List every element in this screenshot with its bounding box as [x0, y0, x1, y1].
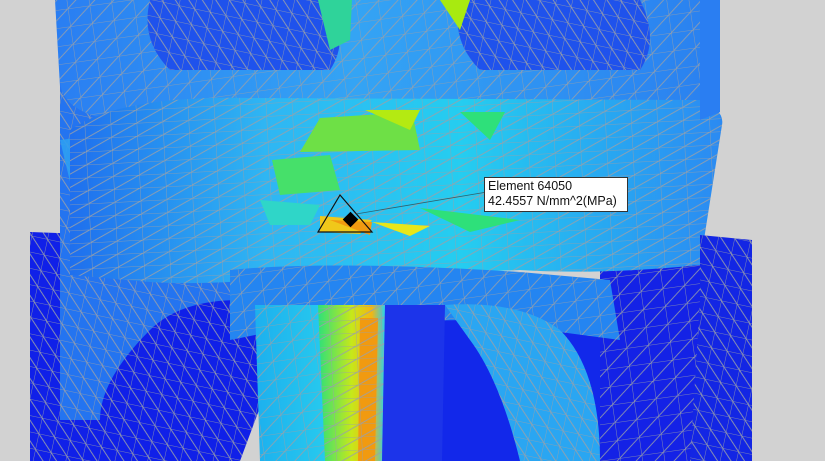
- probe-marker[interactable]: [316, 191, 488, 233]
- right-side-part: [690, 0, 752, 461]
- element-id-text: Element 64050: [488, 179, 573, 193]
- probe-tooltip: Element 64050 42.4557 N/mm^2(MPa): [484, 177, 628, 212]
- center-shaft: [255, 305, 445, 461]
- central-band: [70, 97, 723, 284]
- stress-value-text: 42.4557 N/mm^2(MPa): [488, 194, 617, 208]
